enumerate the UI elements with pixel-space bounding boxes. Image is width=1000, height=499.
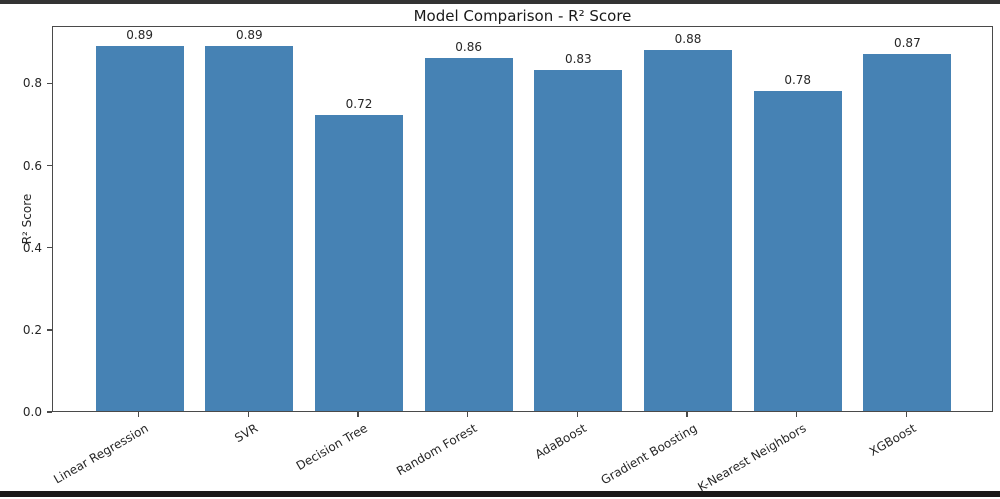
chart-title: Model Comparison - R² Score: [413, 7, 632, 25]
bar-linear-regression: [95, 45, 184, 411]
bar-gradient-boosting: [644, 49, 732, 411]
plot-area: 0.89 0.89 0.72 0.86 0.83 0.88 0.78 0.87: [52, 26, 993, 412]
x-axis-tick: [466, 412, 469, 417]
y-axis-tick: [47, 164, 52, 167]
x-tick-label: Gradient Boosting: [598, 421, 699, 488]
bar-value-label: 0.87: [893, 35, 921, 50]
y-tick-label: 0.2: [22, 322, 42, 337]
bar-decision-tree: [315, 115, 403, 411]
y-tick-label: 0.4: [22, 240, 42, 255]
x-axis-tick: [795, 412, 798, 417]
bar-adaboost: [534, 70, 623, 411]
y-axis-tick: [47, 247, 52, 249]
y-axis-label: R² Score: [20, 193, 34, 245]
y-axis-tick: [47, 329, 52, 331]
x-tick-label: AdaBoost: [533, 421, 590, 462]
x-tick-label: XGBoost: [866, 421, 919, 459]
x-axis-tick: [247, 412, 249, 417]
y-tick-label: 0.0: [22, 405, 42, 419]
y-tick-label: 0.8: [22, 76, 42, 91]
x-axis-tick: [137, 412, 140, 417]
x-tick-label: Decision Tree: [293, 421, 370, 474]
x-axis-tick: [576, 412, 579, 417]
bar-k-nearest-neighbors: [753, 90, 842, 411]
bar-xgboost: [863, 53, 952, 411]
x-axis-tick: [905, 412, 908, 417]
x-tick-label: Random Forest: [394, 421, 480, 479]
y-tick-label: 0.6: [22, 158, 42, 173]
bar-value-label: 0.72: [345, 97, 373, 112]
bar-value-label: 0.78: [784, 72, 812, 87]
bar-value-label: 0.83: [564, 52, 592, 67]
window-top-border: [0, 0, 1000, 4]
bar-random-forest: [424, 57, 513, 411]
x-axis-tick: [686, 412, 688, 417]
x-tick-label: SVR: [232, 421, 261, 446]
y-axis-tick: [47, 82, 52, 85]
x-tick-label: K-Nearest Neighbors: [695, 421, 809, 495]
bar-value-label: 0.89: [126, 27, 153, 42]
y-axis-tick: [47, 411, 52, 413]
bar-value-label: 0.88: [674, 31, 702, 46]
bar-value-label: 0.86: [455, 39, 483, 54]
x-tick-label: Linear Regression: [51, 421, 151, 487]
x-axis-tick: [357, 412, 359, 417]
bar-svr: [205, 45, 294, 411]
bar-value-label: 0.89: [235, 27, 263, 42]
window-bottom-border: [0, 491, 1000, 497]
